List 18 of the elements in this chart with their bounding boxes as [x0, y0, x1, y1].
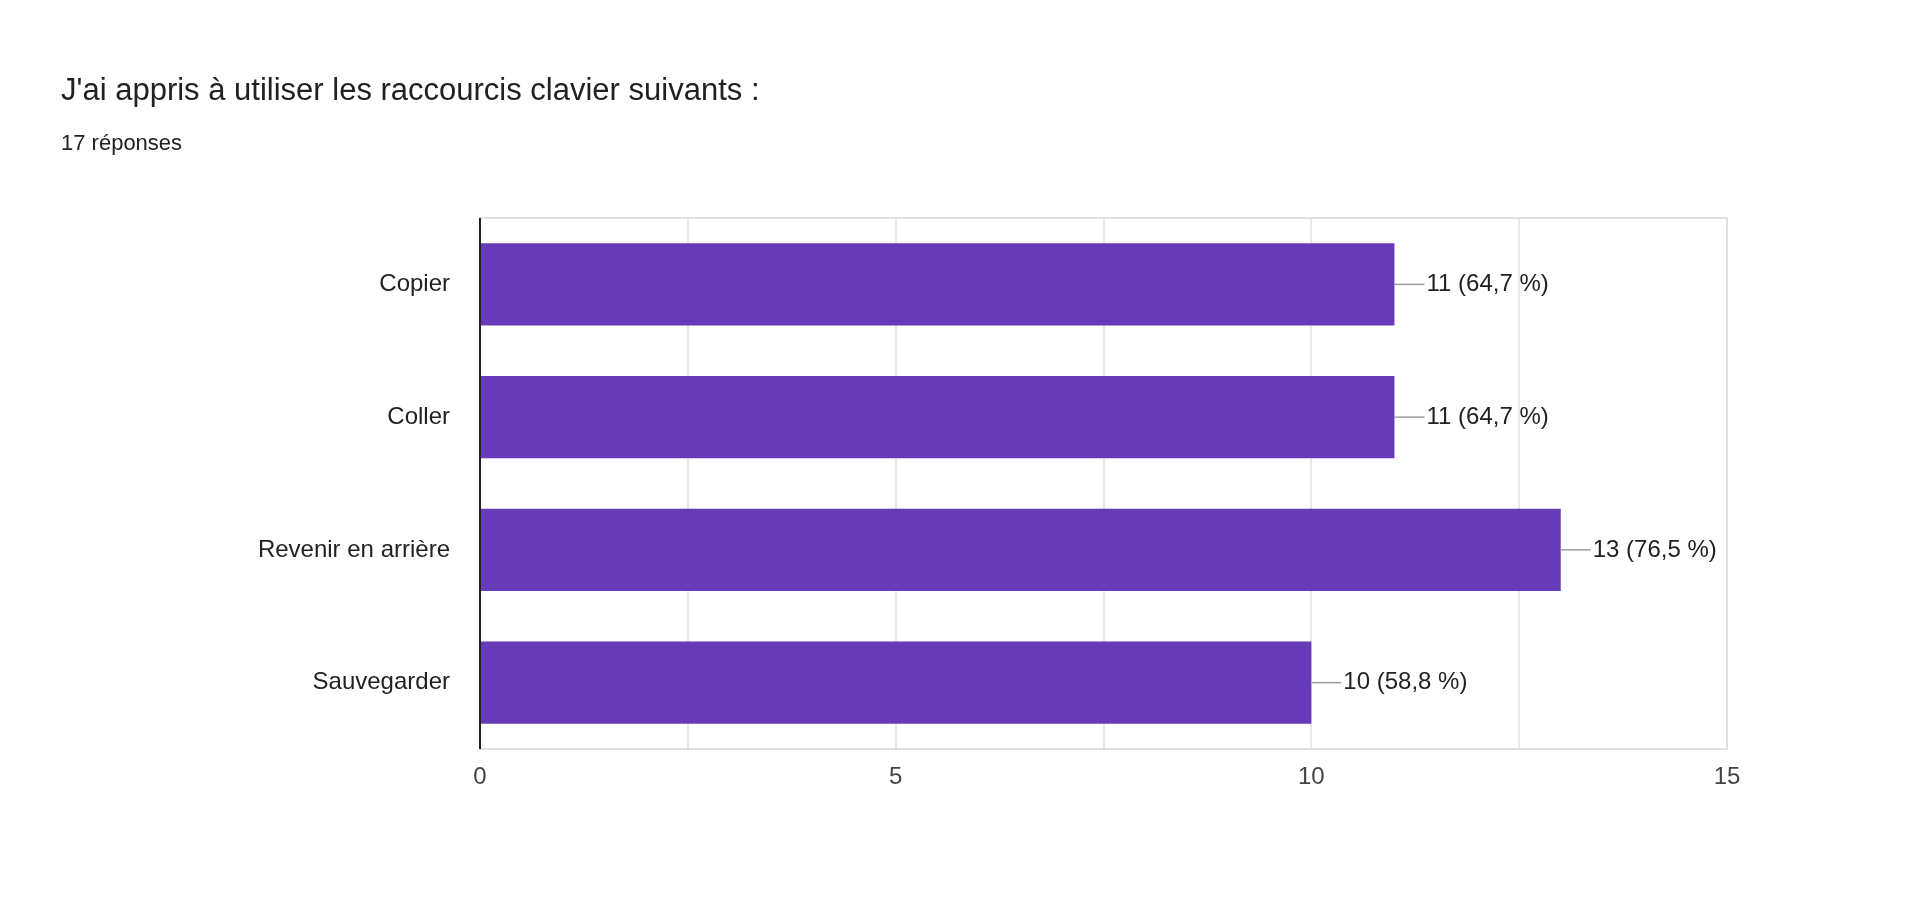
data-label: 11 (64,7 %) [1426, 401, 1549, 429]
y-tick-label: Copier [379, 269, 450, 296]
x-tick-label: 5 [888, 762, 903, 790]
y-tick-label: Coller [387, 401, 450, 429]
bar [481, 243, 1395, 326]
text: 17 réponses [61, 130, 183, 156]
data-label: 10 (58,8 %) [1343, 667, 1468, 695]
x-tick-label: 0 [473, 762, 487, 790]
bar [481, 508, 1561, 592]
y-tick-label: Revenir en arrière [257, 534, 450, 562]
y-tick-label: Sauvegarder [312, 667, 450, 695]
chart-title: J'ai appris à utiliser les raccourcis clavier suivants : [61, 72, 760, 108]
data-label: 11 (64,7 %) [1426, 269, 1549, 296]
bar [481, 375, 1395, 459]
data-label: 13 (76,5 %) [1592, 534, 1717, 562]
bar [481, 641, 1312, 724]
x-tick-label: 15 [1713, 762, 1741, 790]
x-tick-label: 10 [1297, 762, 1325, 790]
